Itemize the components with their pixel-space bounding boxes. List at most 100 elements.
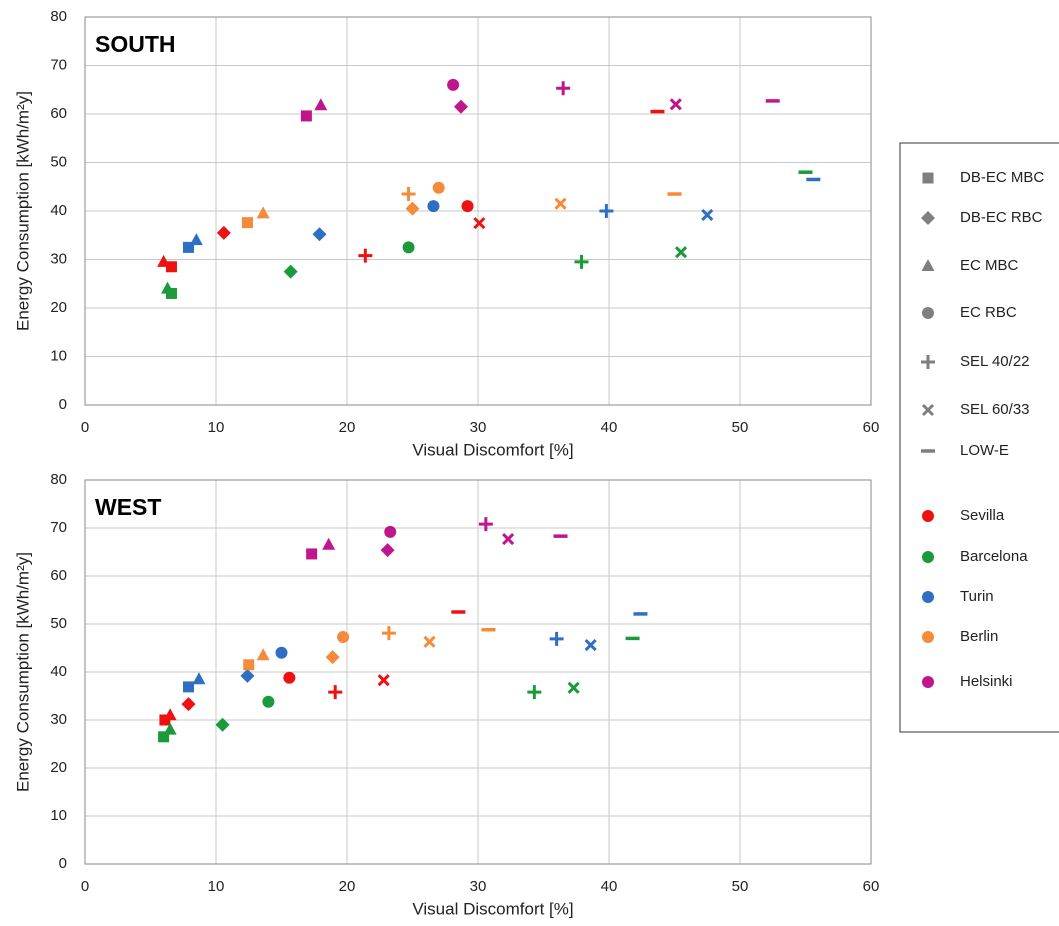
- data-point: [701, 208, 714, 221]
- data-point: [453, 99, 468, 114]
- legend-label: SEL 40/22: [960, 353, 1030, 370]
- data-point: [165, 261, 177, 273]
- legend-marker: [922, 551, 934, 563]
- data-point: [189, 233, 203, 246]
- data-point: [377, 674, 390, 687]
- data-point: [427, 200, 440, 213]
- x-tick-label: 50: [732, 878, 749, 895]
- data-point: [314, 98, 328, 111]
- x-tick-label: 0: [81, 419, 89, 436]
- data-point: [275, 646, 288, 659]
- x-tick-label: 60: [863, 878, 880, 895]
- data-point: [669, 98, 682, 111]
- legend-marker: [922, 510, 934, 522]
- legend-label: EC RBC: [960, 304, 1017, 321]
- y-tick-label: 70: [50, 519, 67, 536]
- x-tick-label: 0: [81, 878, 89, 895]
- data-point: [322, 537, 336, 550]
- y-tick-label: 0: [59, 396, 67, 413]
- data-point: [325, 650, 340, 665]
- data-point: [502, 532, 515, 546]
- data-point: [554, 197, 567, 210]
- plot-border: [84, 16, 872, 406]
- data-point: [283, 264, 298, 279]
- x-tick-label: 30: [470, 878, 487, 895]
- data-point: [423, 635, 436, 648]
- data-point: [283, 671, 296, 684]
- legend-label: Helsinki: [960, 673, 1013, 690]
- legend-label: Barcelona: [960, 548, 1028, 565]
- data-point: [163, 708, 177, 721]
- data-point: [461, 200, 474, 213]
- y-tick-label: 0: [59, 855, 67, 872]
- legend-marker: [921, 211, 935, 225]
- data-point: [358, 248, 373, 263]
- data-point: [478, 517, 493, 532]
- panel-title: SOUTH: [95, 31, 176, 57]
- legend-marker: [922, 591, 934, 603]
- data-point: [380, 543, 395, 558]
- panel-title: WEST: [95, 494, 161, 520]
- y-tick-label: 60: [50, 567, 67, 584]
- data-point: [473, 217, 486, 230]
- data-point: [401, 187, 416, 202]
- y-tick-label: 20: [50, 759, 67, 776]
- y-tick-label: 50: [50, 153, 67, 170]
- data-point: [599, 204, 614, 218]
- data-point: [337, 630, 350, 643]
- x-tick-label: 40: [601, 419, 618, 436]
- data-point: [300, 110, 312, 122]
- plot-border: [84, 479, 872, 865]
- legend-marker: [922, 676, 934, 688]
- data-point: [256, 648, 270, 661]
- data-point: [256, 206, 270, 219]
- data-point: [161, 281, 175, 294]
- legend-marker: [922, 172, 934, 184]
- x-tick-label: 10: [208, 419, 225, 436]
- data-point: [328, 685, 343, 700]
- y-tick-label: 60: [50, 105, 67, 122]
- y-tick-label: 30: [50, 711, 67, 728]
- data-point: [527, 685, 542, 700]
- data-point: [158, 731, 170, 743]
- data-point: [215, 717, 230, 732]
- data-point: [306, 548, 318, 560]
- y-tick-label: 70: [50, 56, 67, 73]
- legend-marker: [921, 403, 935, 417]
- legend-label: LOW-E: [960, 442, 1009, 459]
- data-point: [567, 681, 580, 694]
- x-axis-label: Visual Discomfort [%]: [412, 899, 573, 918]
- data-point: [574, 254, 589, 269]
- data-point: [549, 631, 564, 646]
- legend-label: SEL 60/33: [960, 401, 1030, 418]
- legend-marker: [921, 259, 935, 271]
- data-point: [674, 246, 688, 259]
- data-point: [312, 227, 327, 242]
- y-tick-label: 40: [50, 202, 67, 219]
- y-tick-label: 30: [50, 250, 67, 267]
- legend-marker: [922, 307, 934, 319]
- y-tick-label: 10: [50, 347, 67, 364]
- x-tick-label: 40: [601, 878, 618, 895]
- data-point: [157, 254, 171, 267]
- data-point: [182, 681, 194, 693]
- x-tick-label: 60: [863, 419, 880, 436]
- data-point: [447, 78, 460, 91]
- legend-label: Berlin: [960, 628, 998, 645]
- x-tick-label: 20: [339, 419, 356, 436]
- legend-label: Turin: [960, 588, 994, 605]
- data-point: [163, 722, 177, 735]
- data-point: [240, 668, 255, 683]
- x-tick-label: 30: [470, 419, 487, 436]
- y-tick-label: 10: [50, 807, 67, 824]
- y-tick-label: 50: [50, 615, 67, 632]
- data-point: [384, 525, 397, 538]
- x-tick-label: 10: [208, 878, 225, 895]
- data-point: [402, 241, 415, 254]
- data-point: [192, 672, 206, 685]
- x-axis-label: Visual Discomfort [%]: [412, 440, 573, 459]
- legend-label: EC MBC: [960, 257, 1019, 274]
- data-point: [182, 241, 194, 253]
- data-point: [262, 695, 275, 708]
